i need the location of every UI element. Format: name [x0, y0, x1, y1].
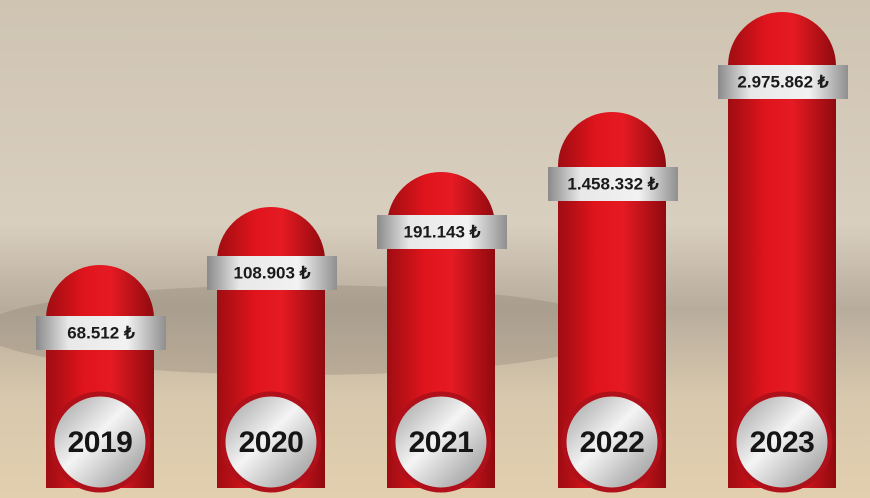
year-label: 2021: [409, 426, 474, 459]
bar: [558, 112, 666, 488]
amount-band: [377, 215, 507, 249]
bars: 68.512 ₺ 2019 108.903 ₺ 2020 191.143 ₺ 2021 1.…: [36, 12, 848, 493]
year-badge: [220, 391, 322, 493]
bar: [728, 12, 836, 488]
amount-band: [36, 316, 166, 350]
year-badge: [561, 391, 663, 493]
year-label: 2023: [750, 426, 815, 459]
amount-band: [718, 65, 848, 99]
year-badge: [49, 391, 151, 493]
year-label: 2020: [239, 426, 304, 459]
amount-label: 108.903 ₺: [234, 263, 311, 282]
amount-band: [548, 167, 678, 201]
year-label: 2022: [580, 426, 645, 459]
amount-label: 1.458.332 ₺: [567, 174, 658, 193]
year-label: 2019: [68, 426, 133, 459]
year-badge: [731, 391, 833, 493]
amount-band: [207, 256, 337, 290]
year-badge: [390, 391, 492, 493]
amount-label: 2.975.862 ₺: [737, 72, 828, 91]
amount-label: 68.512 ₺: [67, 323, 135, 342]
amount-label: 191.143 ₺: [404, 222, 481, 241]
